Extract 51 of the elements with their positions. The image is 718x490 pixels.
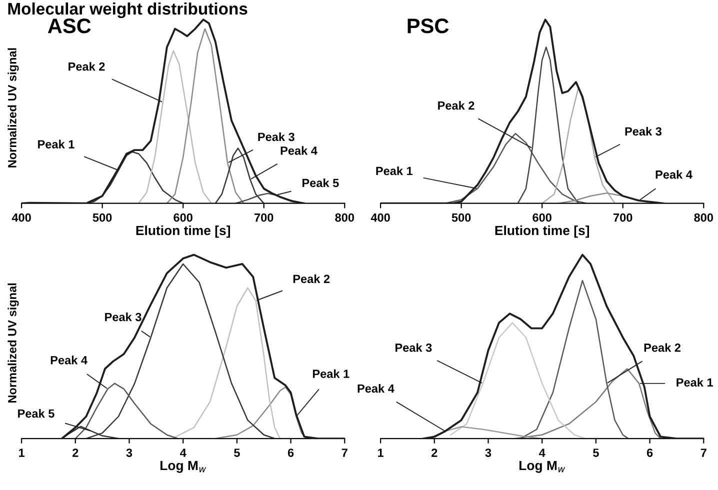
x-tick-label: 700 — [614, 213, 632, 222]
x-tick-label: 4 — [538, 448, 546, 457]
x-tick-label: 400 — [370, 213, 390, 222]
series-label: Peak 3 — [105, 312, 142, 322]
text: Peak 4 — [358, 384, 394, 393]
x-tick-label: 6 — [646, 448, 653, 457]
text: Peak 2 — [438, 101, 474, 110]
x-axis-title: Elution time [s] — [495, 225, 589, 238]
x-tick-label: 500 — [452, 213, 471, 222]
text: Peak 3 — [258, 132, 294, 142]
x-tick-label: 2 — [432, 448, 438, 457]
y-axis-title: Normalized UV signal — [8, 48, 19, 168]
x-axis-title: Log M$_{w}$ — [160, 460, 206, 473]
x-tick-label: 5 — [593, 448, 599, 457]
text: Peak 2 — [644, 343, 680, 352]
x-tick-label: 1 — [19, 448, 24, 457]
series-label: Peak 4 — [656, 170, 692, 179]
x-axis-title: Log M$_{w}$ — [519, 460, 566, 473]
x-tick-label: 700 — [254, 213, 274, 222]
chart-title: PSC — [408, 18, 449, 34]
text: Peak 3 — [625, 126, 662, 136]
x-tick-label: 800 — [335, 213, 354, 222]
x-tick-label: 3 — [485, 448, 492, 457]
series-label: Peak 5 — [302, 178, 339, 188]
chart-title: ASC — [48, 18, 91, 34]
text: Peak 2 — [68, 62, 105, 71]
x-tick-label: 4 — [180, 448, 186, 457]
x-tick-label: 1 — [378, 448, 384, 457]
text: Peak 2 — [293, 274, 330, 284]
x-tick-label: 3 — [126, 448, 132, 457]
text: Peak 4 — [280, 146, 318, 155]
text: Peak 1 — [376, 166, 413, 176]
x-tick-label: 400 — [12, 213, 31, 222]
text: Peak 1 — [676, 378, 713, 387]
text: Peak 1 — [38, 140, 74, 148]
x-tick-label: 7 — [700, 448, 706, 457]
text: Peak 4 — [50, 356, 88, 364]
x-tick-label: 7 — [342, 448, 348, 457]
x-tick-label: 500 — [92, 213, 112, 222]
x-tick-label: 600 — [174, 213, 192, 222]
text: Peak 1 — [312, 369, 350, 378]
x-tick-label: 800 — [694, 213, 714, 222]
x-axis-title: Elution time [s] — [136, 225, 230, 238]
x-tick-label: 600 — [532, 213, 552, 222]
y-axis-title: Normalized UV signal — [8, 283, 19, 403]
series-label: Peak 5 — [18, 409, 54, 418]
text: Molecular weight distributions — [8, 2, 248, 18]
x-tick-label: 5 — [234, 448, 240, 457]
text: Peak 3 — [395, 343, 432, 352]
x-tick-label: 6 — [288, 448, 294, 457]
x-tick-label: 2 — [72, 448, 78, 457]
